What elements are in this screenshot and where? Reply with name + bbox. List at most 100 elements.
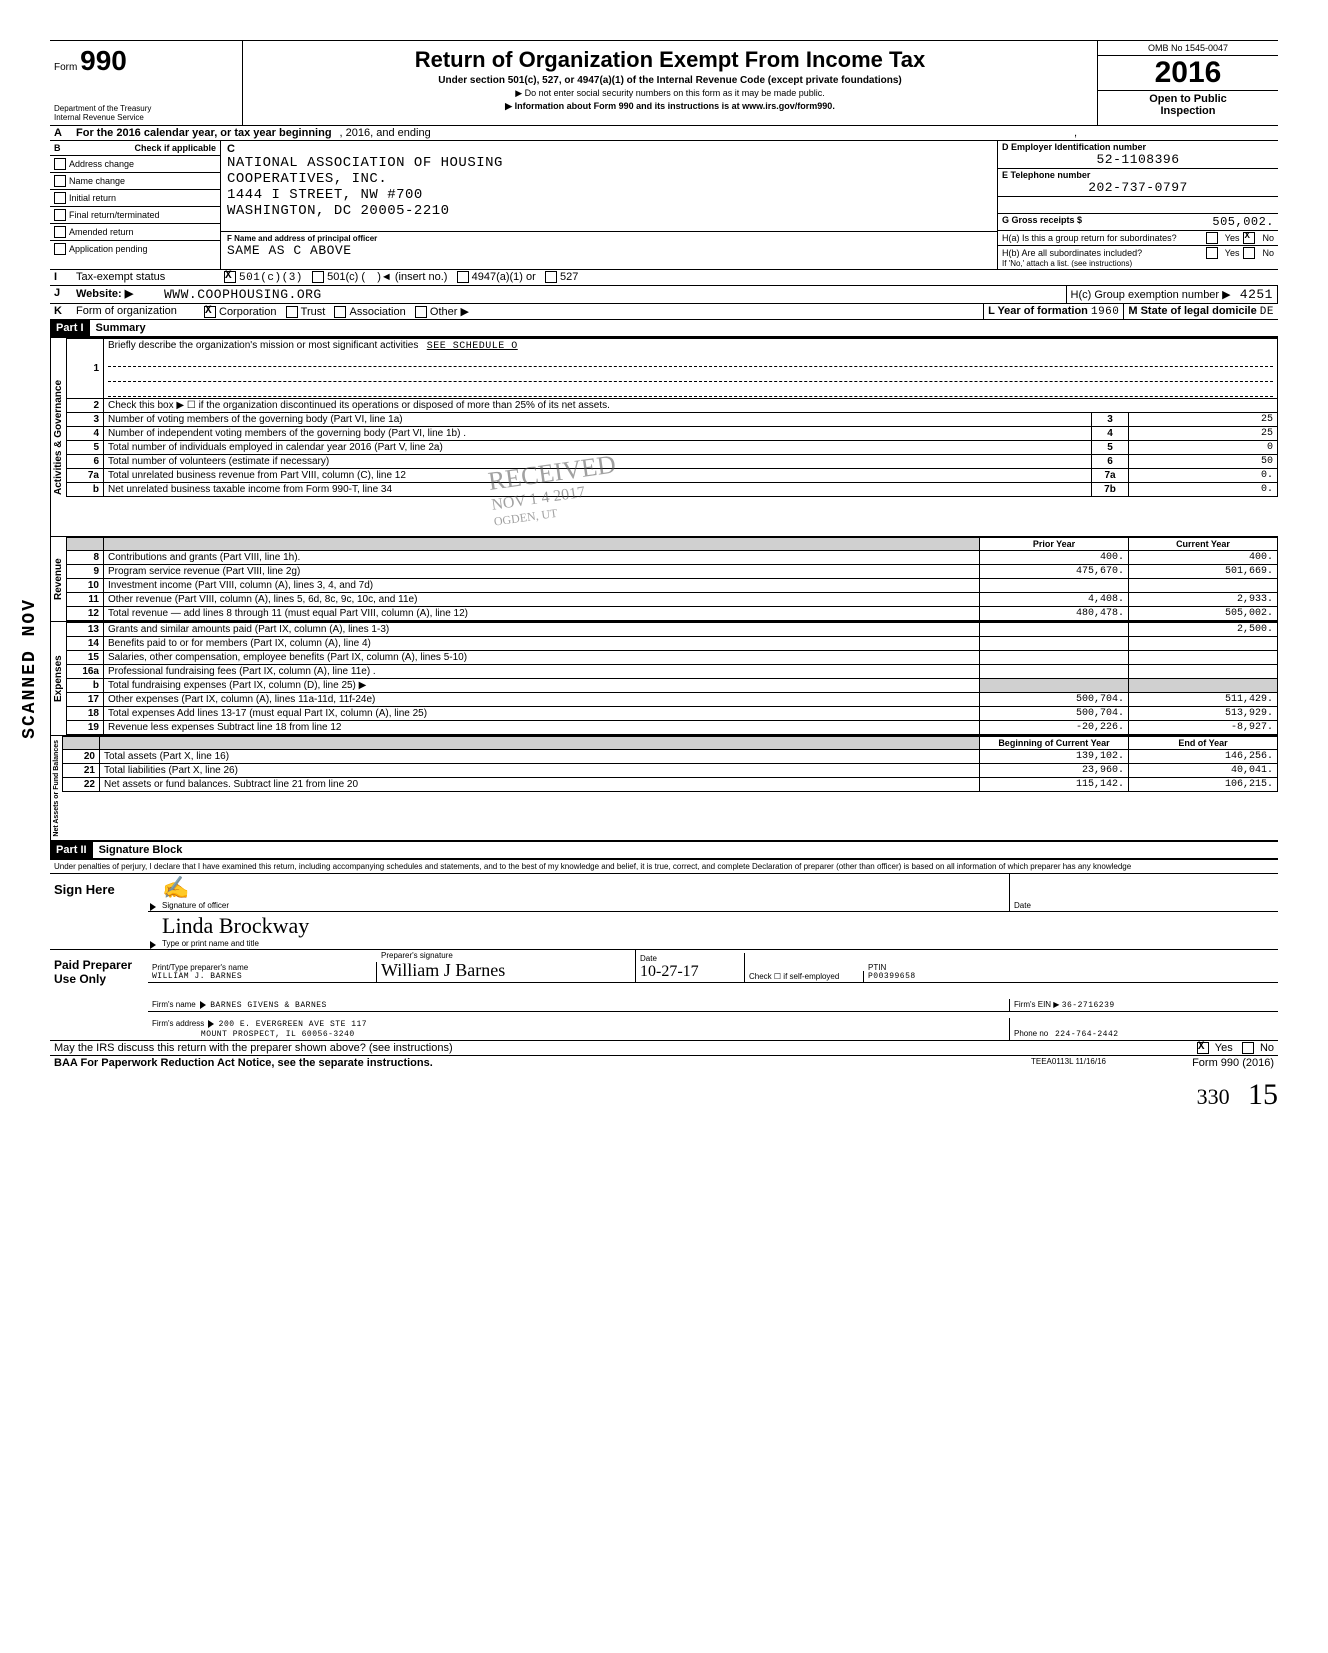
- firm-ein-label: Firm's EIN ▶: [1014, 1000, 1059, 1009]
- gov-l2: Check this box ▶ ☐ if the organization d…: [104, 398, 1278, 412]
- part-2-badge: Part II: [50, 842, 93, 858]
- form-number: 990: [80, 45, 127, 76]
- line-i: I Tax-exempt status 501(c)(3) 501(c) ( )…: [50, 270, 1278, 286]
- checkbox-501c3[interactable]: [224, 271, 236, 283]
- preparer-sig-value: William J Barnes: [381, 960, 631, 981]
- part-1-badge: Part I: [50, 320, 90, 336]
- hb-note: If 'No,' attach a list. (see instruction…: [1002, 259, 1274, 268]
- checkbox-trust[interactable]: [286, 306, 298, 318]
- exp-r14-t: Benefits paid to or for members (Part IX…: [104, 636, 980, 650]
- side-governance: Activities & Governance: [50, 338, 66, 536]
- checkbox-4947[interactable]: [457, 271, 469, 283]
- sig-label: Signature of officer: [162, 901, 229, 910]
- exp-r18-t: Total expenses Add lines 13-17 (must equ…: [104, 706, 980, 720]
- f-value: SAME AS C ABOVE: [227, 243, 991, 258]
- bal-r22-p: 115,142.: [980, 777, 1129, 791]
- rev-r11-n: 11: [67, 592, 104, 606]
- checkbox-hb-yes[interactable]: [1206, 247, 1218, 259]
- name-title-label: Type or print name and title: [162, 939, 259, 948]
- tax-exempt-label: Tax-exempt status: [72, 270, 220, 285]
- gov-r4-n: 4: [67, 426, 104, 440]
- section-bcdefgh: BCheck if applicable Address change Name…: [50, 141, 1278, 270]
- bal-r21-t: Total liabilities (Part X, line 26): [100, 763, 980, 777]
- ptin-value: P00399658: [868, 972, 1274, 981]
- gov-r5-b: 5: [1092, 440, 1129, 454]
- exp-r16a-c: [1129, 664, 1278, 678]
- checkbox-association[interactable]: [334, 306, 346, 318]
- form-org-label: Form of organization: [72, 304, 200, 319]
- opt-initial-return: Initial return: [69, 193, 116, 203]
- bal-r20-p: 139,102.: [980, 749, 1129, 763]
- gov-r7b-v: 0.: [1129, 482, 1278, 496]
- checkbox-initial-return[interactable]: [54, 192, 66, 204]
- irs-discuss-row: May the IRS discuss this return with the…: [50, 1041, 1278, 1056]
- rev-r11-c: 2,933.: [1129, 592, 1278, 606]
- checkbox-address-change[interactable]: [54, 158, 66, 170]
- discuss-question: May the IRS discuss this return with the…: [50, 1041, 1193, 1055]
- sign-here-label: Sign Here: [50, 874, 148, 949]
- rev-r9-p: 475,670.: [980, 564, 1129, 578]
- checkbox-501c[interactable]: [312, 271, 324, 283]
- checkbox-application-pending[interactable]: [54, 243, 66, 255]
- footer-baa: BAA For Paperwork Reduction Act Notice, …: [50, 1056, 1027, 1070]
- checkbox-name-change[interactable]: [54, 175, 66, 187]
- exp-r15-c: [1129, 650, 1278, 664]
- checkbox-discuss-yes[interactable]: [1197, 1042, 1209, 1054]
- rev-r9-t: Program service revenue (Part VIII, line…: [104, 564, 980, 578]
- opt-name-change: Name change: [69, 176, 125, 186]
- gov-r3-n: 3: [67, 412, 104, 426]
- opt-527: 527: [560, 271, 578, 283]
- exp-r13-t: Grants and similar amounts paid (Part IX…: [104, 622, 980, 636]
- m-label: M State of legal domicile: [1128, 305, 1256, 317]
- org-name-1: NATIONAL ASSOCIATION OF HOUSING: [227, 155, 991, 171]
- gov-r5-v: 0: [1129, 440, 1278, 454]
- b-label: B: [54, 143, 61, 153]
- d-value: 52-1108396: [1002, 152, 1274, 167]
- exp-r16b-n: b: [67, 678, 104, 692]
- preparer-print-label: Print/Type preparer's name: [152, 963, 372, 972]
- dept-irs: Internal Revenue Service: [54, 114, 234, 123]
- self-employed-label: Check ☐ if self-employed: [749, 972, 859, 981]
- triangle-icon: [208, 1020, 214, 1028]
- rev-r9-c: 501,669.: [1129, 564, 1278, 578]
- gov-r6-n: 6: [67, 454, 104, 468]
- exp-r17-c: 511,429.: [1129, 692, 1278, 706]
- gov-r4-b: 4: [1092, 426, 1129, 440]
- gov-r7b-b: 7b: [1092, 482, 1129, 496]
- gov-r7a-n: 7a: [67, 468, 104, 482]
- preparer-sig-label: Preparer's signature: [381, 951, 631, 960]
- opt-4947: 4947(a)(1) or: [472, 271, 536, 283]
- checkbox-other[interactable]: [415, 306, 427, 318]
- opt-trust: Trust: [301, 306, 326, 318]
- bal-r22-c: 106,215.: [1129, 777, 1278, 791]
- triangle-icon: [200, 1001, 206, 1009]
- checkbox-final-return[interactable]: [54, 209, 66, 221]
- exp-r13-c: 2,500.: [1129, 622, 1278, 636]
- checkbox-527[interactable]: [545, 271, 557, 283]
- checkbox-corporation[interactable]: [204, 306, 216, 318]
- opt-501c3: 501(c)(3): [239, 272, 303, 284]
- hb-no: No: [1262, 248, 1274, 258]
- exp-r18-n: 18: [67, 706, 104, 720]
- org-addr-2: WASHINGTON, DC 20005-2210: [227, 203, 991, 219]
- c-label: C: [227, 143, 991, 155]
- open-public-2: Inspection: [1100, 105, 1276, 117]
- exp-r14-p: [980, 636, 1129, 650]
- m-value: DE: [1260, 306, 1274, 318]
- checkbox-amended[interactable]: [54, 226, 66, 238]
- opt-other: Other ▶: [430, 306, 469, 318]
- form-header: Form 990 Department of the Treasury Inte…: [50, 40, 1278, 126]
- exp-r17-p: 500,704.: [980, 692, 1129, 706]
- form-title: Return of Organization Exempt From Incom…: [247, 47, 1093, 73]
- org-name-2: COOPERATIVES, INC.: [227, 171, 991, 187]
- l-label: L Year of formation: [988, 305, 1088, 317]
- exp-r19-p: -20,226.: [980, 720, 1129, 734]
- checkbox-hb-no[interactable]: [1243, 247, 1255, 259]
- checkbox-discuss-no[interactable]: [1242, 1042, 1254, 1054]
- firm-addr-label: Firm's address: [152, 1019, 204, 1028]
- checkbox-ha-no[interactable]: [1243, 232, 1255, 244]
- rev-r8-p: 400.: [980, 550, 1129, 564]
- checkbox-ha-yes[interactable]: [1206, 232, 1218, 244]
- firm-phone-label: Phone no: [1014, 1029, 1048, 1038]
- bal-r21-p: 23,960.: [980, 763, 1129, 777]
